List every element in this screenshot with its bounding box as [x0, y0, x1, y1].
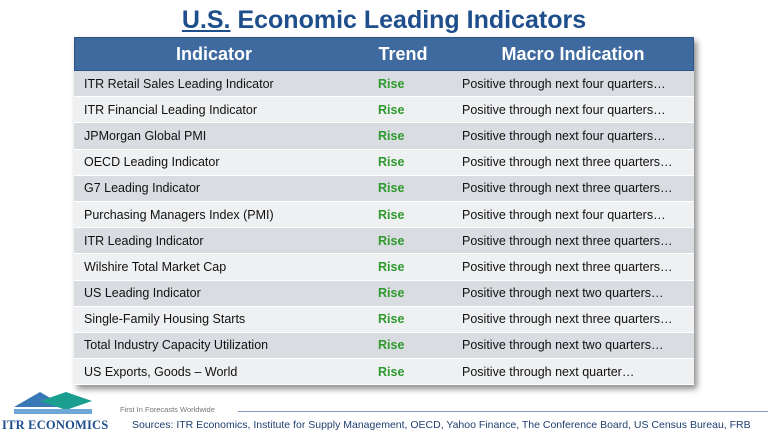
table-row: ITR Leading Indicator Rise Positive throug… — [74, 228, 694, 255]
cell-indicator: ITR Leading Indicator — [84, 233, 204, 248]
cell-trend: Rise — [378, 102, 405, 117]
table-row: Total Industry Capacity Utilization Rise P… — [74, 332, 694, 360]
table-row: JPMorgan Global PMI Rise Positive through … — [74, 123, 694, 150]
table-row: Single-Family Housing Starts Rise Positive… — [74, 306, 694, 333]
cell-macro-indication: Positive through next four quarters… — [462, 128, 666, 143]
cell-trend: Rise — [378, 286, 405, 301]
cell-macro-indication: Positive through next three quarters… — [462, 181, 673, 196]
itr-logo-icon — [14, 392, 92, 414]
header-trend: Trend — [378, 43, 428, 64]
table-body: ITR Retail Sales Leading Indicator Rise Po… — [74, 71, 694, 386]
cell-trend: Rise — [378, 364, 405, 379]
logo-text: ITR ECONOMICS — [2, 418, 109, 432]
table-row: ITR Financial Leading Indicator Rise Posit… — [74, 97, 694, 124]
cell-macro-indication: Positive through next four quarters… — [462, 102, 666, 117]
cell-macro-indication: Positive through next quarter… — [462, 364, 635, 379]
cell-indicator: ITR Financial Leading Indicator — [84, 102, 258, 117]
header-macro-indication: Macro Indication — [501, 43, 645, 64]
table-row: US Exports, Goods – World Rise Positive th… — [74, 359, 694, 386]
cell-macro-indication: Positive through next three quarters… — [462, 155, 673, 170]
tagline: First In Forecasts Worldwide — [120, 405, 215, 414]
footer-divider — [238, 411, 768, 412]
cell-indicator: JPMorgan Global PMI — [84, 128, 207, 143]
page-title: U.S. Economic Leading Indicators — [0, 6, 768, 35]
cell-trend: Rise — [378, 259, 405, 274]
cell-indicator: G7 Leading Indicator — [84, 181, 201, 196]
title-rest: Economic Leading Indicators — [230, 6, 587, 34]
table-row: Purchasing Managers Index (PMI) Rise Posit… — [74, 201, 694, 229]
cell-macro-indication: Positive through next three quarters… — [462, 312, 673, 327]
header-indicator: Indicator — [175, 43, 252, 64]
cell-indicator: Single-Family Housing Starts — [84, 312, 246, 327]
cell-trend: Rise — [378, 312, 405, 327]
table-row: OECD Leading Indicator Rise Positive throu… — [74, 149, 694, 176]
cell-indicator: US Exports, Goods – World — [84, 364, 238, 379]
cell-indicator: ITR Retail Sales Leading Indicator — [84, 76, 274, 91]
cell-macro-indication: Positive through next two quarters… — [462, 338, 664, 353]
cell-indicator: OECD Leading Indicator — [84, 155, 220, 170]
sources-text: Sources: ITR Economics, Institute for Su… — [132, 419, 751, 431]
table-row: G7 Leading Indicator Rise Positive through… — [74, 175, 694, 202]
table-header: Indicator Trend Macro Indication — [74, 37, 694, 71]
cell-indicator: Purchasing Managers Index (PMI) — [84, 207, 274, 222]
cell-trend: Rise — [378, 181, 405, 196]
cell-macro-indication: Positive through next three quarters… — [462, 233, 673, 248]
table-row: US Leading Indicator Rise Positive through… — [74, 280, 694, 307]
cell-trend: Rise — [378, 338, 405, 353]
title-us: U.S. — [181, 6, 231, 34]
cell-trend: Rise — [378, 76, 405, 91]
indicators-table: Indicator Trend Macro Indication ITR Ret… — [74, 37, 694, 386]
cell-trend: Rise — [378, 155, 405, 170]
table-row: Wilshire Total Market Cap Rise Positive th… — [74, 254, 694, 281]
cell-indicator: US Leading Indicator — [84, 286, 201, 301]
cell-indicator: Total Industry Capacity Utilization — [84, 338, 269, 353]
cell-macro-indication: Positive through next two quarters… — [462, 286, 664, 301]
cell-macro-indication: Positive through next four quarters… — [462, 207, 666, 222]
cell-trend: Rise — [378, 128, 405, 143]
cell-macro-indication: Positive through next three quarters… — [462, 259, 673, 274]
cell-trend: Rise — [378, 207, 405, 222]
table-row: ITR Retail Sales Leading Indicator Rise Po… — [74, 71, 694, 98]
cell-indicator: Wilshire Total Market Cap — [84, 259, 227, 274]
cell-macro-indication: Positive through next four quarters… — [462, 76, 666, 91]
cell-trend: Rise — [378, 233, 405, 248]
